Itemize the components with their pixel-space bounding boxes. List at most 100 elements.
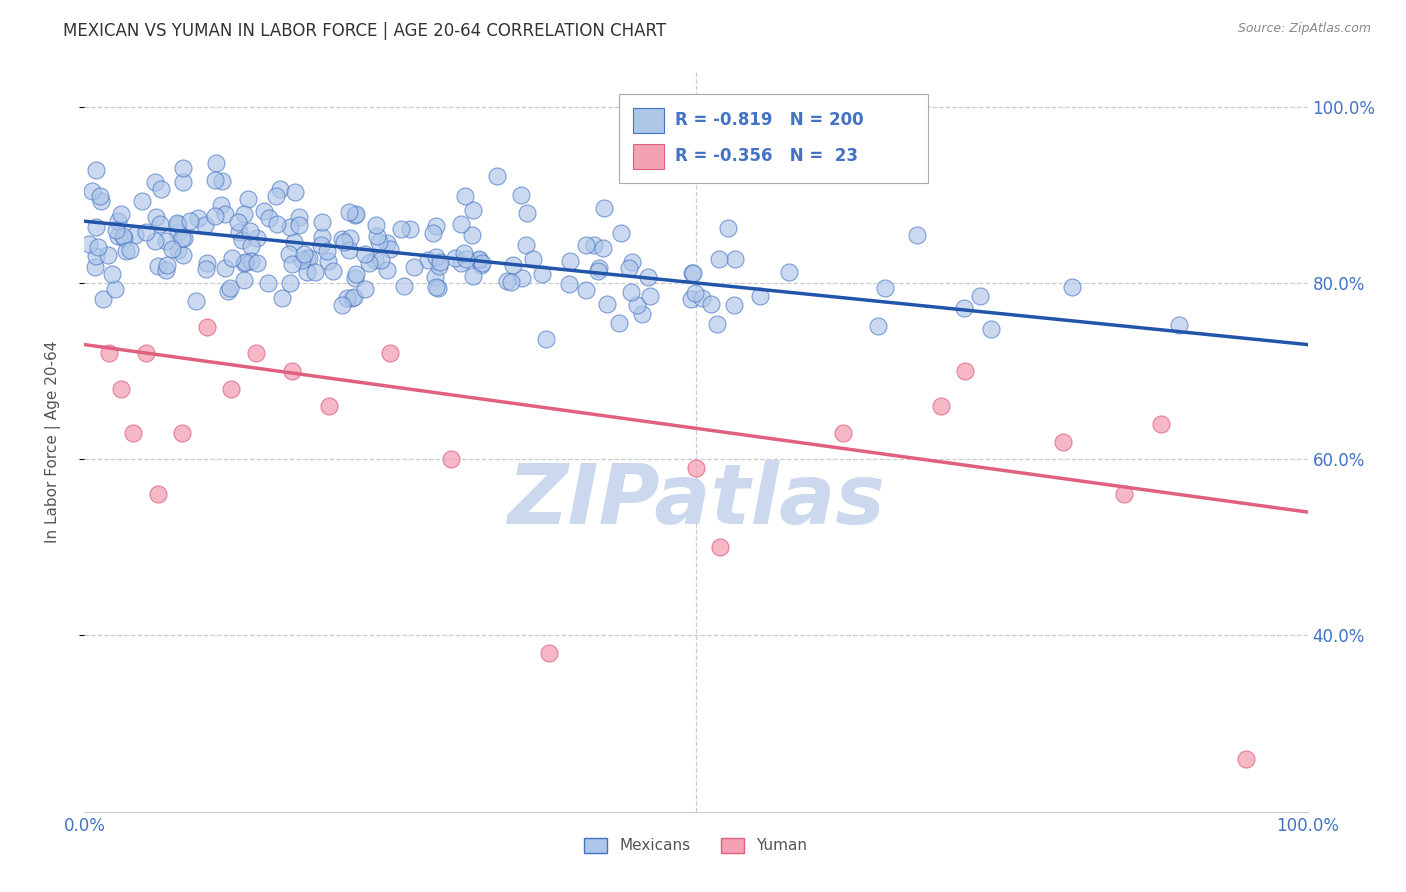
Point	[100, 267, 122, 281]
Point	[291, 252, 314, 267]
Point	[145, 234, 167, 248]
Point	[146, 487, 169, 501]
Point	[93, 292, 115, 306]
Point	[266, 217, 288, 231]
Point	[626, 298, 648, 312]
Point	[166, 216, 188, 230]
Point	[558, 277, 581, 291]
Point	[638, 288, 661, 302]
Point	[186, 293, 208, 308]
Point	[470, 259, 492, 273]
Point	[467, 252, 489, 266]
Point	[218, 281, 240, 295]
Point	[866, 319, 889, 334]
Point	[370, 253, 392, 268]
Point	[538, 646, 561, 660]
Point	[375, 263, 398, 277]
Point	[392, 279, 415, 293]
Point	[380, 346, 402, 360]
Point	[87, 240, 110, 254]
Point	[124, 228, 146, 243]
Point	[586, 264, 609, 278]
Point	[368, 235, 391, 250]
Point	[336, 291, 359, 305]
Point	[1236, 752, 1258, 766]
Point	[110, 382, 132, 396]
Point	[531, 267, 554, 281]
Point	[969, 289, 991, 303]
Point	[195, 261, 218, 276]
Point	[271, 291, 294, 305]
Point	[214, 207, 236, 221]
Point	[84, 260, 107, 274]
Point	[304, 265, 326, 279]
Point	[380, 242, 402, 256]
Point	[389, 222, 412, 236]
Point	[322, 263, 344, 277]
Point	[337, 205, 360, 219]
Point	[560, 254, 582, 268]
Text: R = -0.356   N =  23: R = -0.356 N = 23	[675, 147, 858, 165]
Point	[89, 189, 111, 203]
Point	[107, 228, 129, 243]
Point	[115, 244, 138, 258]
Point	[172, 248, 194, 262]
Point	[685, 461, 707, 475]
Point	[97, 247, 120, 261]
Point	[425, 219, 447, 233]
Point	[236, 192, 259, 206]
Point	[778, 265, 800, 279]
Point	[359, 256, 381, 270]
Point	[297, 251, 319, 265]
Point	[311, 238, 333, 252]
Point	[160, 242, 183, 256]
Point	[204, 173, 226, 187]
Point	[278, 247, 301, 261]
Point	[122, 425, 145, 440]
Point	[143, 175, 166, 189]
Point	[283, 235, 305, 249]
Point	[280, 256, 302, 270]
Text: Source: ZipAtlas.com: Source: ZipAtlas.com	[1237, 22, 1371, 36]
Point	[905, 228, 928, 243]
Point	[155, 234, 177, 248]
Point	[346, 207, 368, 221]
Point	[120, 243, 142, 257]
Point	[214, 260, 236, 275]
Point	[749, 289, 772, 303]
Point	[637, 269, 659, 284]
Point	[311, 215, 333, 229]
Point	[155, 263, 177, 277]
Point	[172, 161, 194, 175]
Point	[239, 238, 262, 252]
Point	[717, 221, 740, 235]
Point	[453, 246, 475, 260]
Point	[246, 231, 269, 245]
Point	[281, 364, 304, 378]
Point	[84, 249, 107, 263]
Point	[343, 289, 366, 303]
Point	[316, 244, 339, 259]
Point	[228, 225, 250, 239]
Point	[97, 346, 120, 360]
Point	[583, 238, 606, 252]
Point	[461, 227, 484, 242]
Point	[239, 224, 262, 238]
Point	[187, 211, 209, 225]
Point	[425, 250, 447, 264]
Point	[1114, 487, 1136, 501]
Point	[145, 210, 167, 224]
Point	[257, 276, 280, 290]
Point	[245, 346, 267, 360]
Point	[375, 235, 398, 250]
Point	[620, 255, 643, 269]
Point	[509, 188, 531, 202]
Point	[609, 226, 631, 240]
Point	[709, 252, 731, 266]
Point	[195, 320, 218, 334]
Point	[342, 291, 364, 305]
Legend: Mexicans, Yuman: Mexicans, Yuman	[578, 831, 814, 860]
Point	[84, 162, 107, 177]
Point	[110, 207, 132, 221]
Point	[631, 306, 654, 320]
